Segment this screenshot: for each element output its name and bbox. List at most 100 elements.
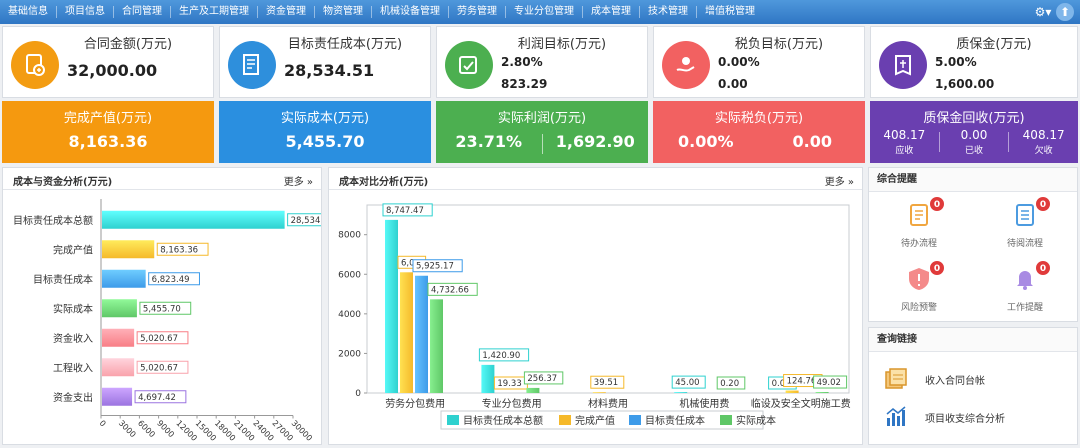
received-label: 已收 <box>965 146 984 156</box>
data-label-box <box>478 348 530 362</box>
box-divider <box>541 134 543 154</box>
nav-item[interactable]: 机械设备管理 <box>380 6 440 17</box>
owed-cell: 408.17 欠收 <box>1009 128 1078 156</box>
nav-item[interactable]: 项目信息 <box>65 6 105 17</box>
panel-header: 成本与资金分析(万元) 更多 » <box>3 168 321 190</box>
x-tick-label: 0 <box>98 419 108 429</box>
nav-item[interactable]: 成本管理 <box>591 6 631 17</box>
kpi-value: 823.29 <box>501 77 548 91</box>
todo-label: 待办流程 <box>900 239 937 249</box>
plot-frame <box>366 204 850 394</box>
kpi-contract-amount: 合同金额(万元) 32,000.00 <box>2 26 214 98</box>
nav-item[interactable]: 生产及工期管理 <box>179 6 249 17</box>
data-label: 256.37 <box>527 374 557 384</box>
y-tick-label: 6000 <box>338 270 361 280</box>
panel-title: 成本对比分析(万元) <box>339 177 429 188</box>
kpi-target-cost: 目标责任成本(万元) 28,534.51 <box>219 26 431 98</box>
nav-separator <box>170 6 171 18</box>
kpi-title: 质保金(万元) <box>956 37 1032 52</box>
more-link[interactable]: 更多 » <box>824 177 854 188</box>
analysis-icon <box>886 406 906 426</box>
work-reminder[interactable]: 0 工作提醒 <box>995 260 1055 313</box>
risk-warning[interactable]: 0 风险预警 <box>889 260 949 313</box>
bar <box>400 272 413 393</box>
todo-flow[interactable]: 0 待办流程 <box>889 196 949 249</box>
data-label: 8,163.36 <box>160 245 198 255</box>
bar <box>102 299 137 318</box>
gear-icon[interactable]: ⚙▾ <box>1034 5 1052 19</box>
more-link[interactable]: 更多 » <box>283 177 313 188</box>
nav-separator <box>448 6 449 18</box>
y-tick-label: 4000 <box>338 310 361 320</box>
x-tick-label: 3000 <box>117 419 138 440</box>
category-label: 完成产值 <box>53 243 93 256</box>
todo-count: 0 <box>929 196 945 212</box>
category-label: 机械使用费 <box>679 397 729 410</box>
cost-fund-bar-chart: 0 300060009000120001500018000210002400027… <box>13 199 321 443</box>
data-label: 6,823.49 <box>152 275 190 285</box>
nav-separator <box>505 6 506 18</box>
kpi-value: 28,534.51 <box>284 61 375 80</box>
legend-label: 目标责任成本 <box>645 414 705 427</box>
kpi-profit-target: 利润目标(万元) 2.80% 823.29 <box>436 26 648 98</box>
receivable-value: 408.17 <box>883 128 926 142</box>
data-label-box <box>148 272 200 286</box>
output-box[interactable]: 完成产值(万元) 8,163.36 <box>2 101 214 163</box>
bar <box>102 328 135 347</box>
bar <box>102 210 285 229</box>
nav-item[interactable]: 资金管理 <box>266 6 306 17</box>
risk-count: 0 <box>929 260 945 276</box>
owed-value: 408.17 <box>1022 128 1065 142</box>
work-count: 0 <box>1035 260 1051 276</box>
cost-compare-panel: 成本对比分析(万元) 更多 » 0 2000 4000 6000 8000 8,747.4… <box>328 167 863 445</box>
actual-cost-box[interactable]: 实际成本(万元) 5,455.70 <box>219 101 431 163</box>
actual-tax-box[interactable]: 实际税负(万元) 0.00% 0.00 <box>653 101 865 163</box>
data-label-box <box>590 375 625 389</box>
category-label: 临设及安全文明施工费 <box>751 397 851 410</box>
reminders-title: 综合提醒 <box>869 168 1077 192</box>
bar <box>785 390 799 393</box>
link-income-ledger[interactable]: 收入合同台帐 <box>883 366 985 392</box>
nav-item[interactable]: 合同管理 <box>122 6 162 17</box>
nav-separator <box>639 6 640 18</box>
upload-icon[interactable]: ⬆ <box>1056 3 1074 21</box>
nav-item[interactable]: 物资管理 <box>323 6 363 17</box>
received-value: 0.00 <box>960 128 988 142</box>
bar <box>674 392 688 393</box>
nav-item[interactable]: 劳务管理 <box>457 6 497 17</box>
kpi-warranty: 质保金(万元) 5.00% 1,600.00 <box>870 26 1078 98</box>
box-rate: 0.00% <box>677 132 734 151</box>
box-value: 0.00 <box>792 132 832 151</box>
read-icon <box>1016 204 1034 226</box>
data-label-box <box>813 375 848 389</box>
nav-item[interactable]: 技术管理 <box>648 6 688 17</box>
y-tick-label: 2000 <box>338 349 361 359</box>
warranty-icon <box>879 41 927 89</box>
bar <box>102 240 155 259</box>
todo-icon <box>910 204 928 226</box>
box-value: 1,692.90 <box>555 132 635 151</box>
category-label: 材料费用 <box>588 397 628 410</box>
bar <box>102 387 133 406</box>
kpi-rate: 5.00% <box>935 55 977 69</box>
data-label: 5,455.70 <box>143 304 181 314</box>
read-flow[interactable]: 0 待阅流程 <box>995 196 1055 249</box>
x-tick-label: 9000 <box>155 419 176 440</box>
nav-item[interactable]: 专业分包管理 <box>514 6 574 17</box>
link-project-analysis[interactable]: 项目收支综合分析 <box>883 404 1005 430</box>
category-label: 资金收入 <box>53 332 93 345</box>
legend-swatch <box>447 415 459 425</box>
tax-icon <box>662 41 710 89</box>
nav-separator <box>56 6 57 18</box>
link-label: 项目收支综合分析 <box>925 413 1005 425</box>
nav-item[interactable]: 增值税管理 <box>705 6 755 17</box>
bar <box>102 269 146 288</box>
warranty-recovery-box[interactable]: 质保金回收(万元) 408.17 应收 0.00 已收 408.17 欠收 <box>870 101 1078 163</box>
legend-frame <box>440 410 764 430</box>
actual-profit-box[interactable]: 实际利润(万元) 23.71% 1,692.90 <box>436 101 648 163</box>
nav-item[interactable]: 基础信息 <box>8 6 48 17</box>
bar <box>430 299 443 393</box>
box-title: 完成产值(万元) <box>63 111 153 126</box>
category-label: 资金支出 <box>53 391 93 404</box>
data-label-box <box>287 213 321 227</box>
